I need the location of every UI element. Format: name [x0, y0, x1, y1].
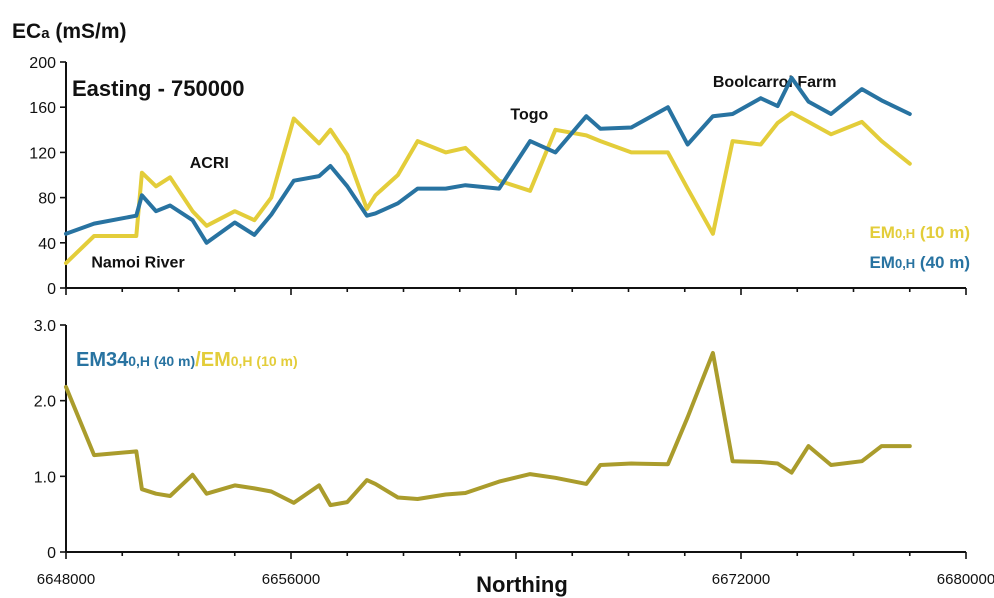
- legend-sub: 0,H: [895, 226, 915, 241]
- annotation-label: Togo: [510, 107, 548, 124]
- ratio-legend-sub: 0,H: [128, 353, 150, 369]
- top-x-ticks: [65, 288, 967, 295]
- x-axis-title: Northing: [476, 572, 568, 597]
- series-line-0: [64, 110, 912, 266]
- legend-entry-0: EM0,H (10 m): [869, 223, 970, 242]
- y-tick-label: 200: [29, 55, 56, 72]
- y-tick-label: 160: [29, 100, 56, 117]
- ratio-legend-sub: 0,H: [231, 353, 253, 369]
- annotation-label: ACRI: [190, 155, 229, 172]
- ratio-legend: EM340,H (40 m)/EM0,H (10 m): [76, 349, 298, 371]
- y-tick-label: 80: [38, 191, 56, 208]
- ratio-legend-suffix: (10 m): [253, 353, 298, 369]
- annotation-label: Boolcarrol Farm: [713, 74, 837, 91]
- legend-entry-1: EM0,H (40 m): [869, 253, 970, 272]
- top-annotations: Namoi River ACRI Togo Boolcarrol Farm: [91, 74, 836, 272]
- y-tick-label: 0: [47, 281, 56, 298]
- y-tick-label: 3.0: [34, 318, 56, 335]
- bottom-x-ticks: 6648000 6656000 6672000 6680000: [37, 552, 994, 588]
- y-tick-label: 2.0: [34, 394, 56, 411]
- annotation-label: Namoi River: [91, 255, 184, 272]
- top-panel: ECa (mS/m) 0 40 80 120 160 200 Easting - 7500…: [12, 20, 970, 298]
- y-tick-label: 40: [38, 236, 56, 253]
- series-line-1: [64, 75, 912, 245]
- legend-main: EM: [869, 223, 895, 242]
- bottom-series-lines: [64, 351, 912, 508]
- legend-main: EM: [869, 253, 895, 272]
- y-title-main: EC: [12, 20, 41, 43]
- y-title-sub: a: [41, 25, 50, 42]
- legend-suffix: (10 m): [915, 223, 970, 242]
- ratio-legend-suffix: (40 m): [150, 353, 195, 369]
- legend-suffix: (40 m): [915, 253, 970, 272]
- top-series-lines: [64, 75, 912, 266]
- y-tick-label: 0: [47, 545, 56, 562]
- legend-sub: 0,H: [895, 256, 915, 271]
- ratio-legend-main: /EM: [195, 349, 231, 371]
- y-tick-label: 120: [29, 145, 56, 162]
- y-tick-label: 1.0: [34, 469, 56, 486]
- x-tick-label: 6672000: [712, 571, 770, 588]
- x-tick-label: 6656000: [262, 571, 320, 588]
- bottom-legend: EM340,H (40 m)/EM0,H (10 m): [76, 349, 298, 371]
- series-line-0: [64, 351, 912, 508]
- x-tick-label: 6680000: [937, 571, 994, 588]
- bottom-y-ticks: 0 1.0 2.0 3.0: [34, 318, 66, 562]
- top-legend: EM0,H (10 m)EM0,H (40 m): [869, 223, 970, 272]
- top-y-axis-title: ECa (mS/m): [12, 20, 127, 43]
- x-tick-label: 6648000: [37, 571, 95, 588]
- top-y-ticks: 0 40 80 120 160 200: [29, 55, 66, 298]
- y-title-unit: (mS/m): [50, 20, 127, 43]
- bottom-panel: 01.02.03.0 6648000 6656000 6672000 6680000 …: [34, 318, 994, 597]
- easting-subtitle: Easting - 750000: [72, 76, 244, 101]
- ratio-legend-main: EM34: [76, 349, 129, 371]
